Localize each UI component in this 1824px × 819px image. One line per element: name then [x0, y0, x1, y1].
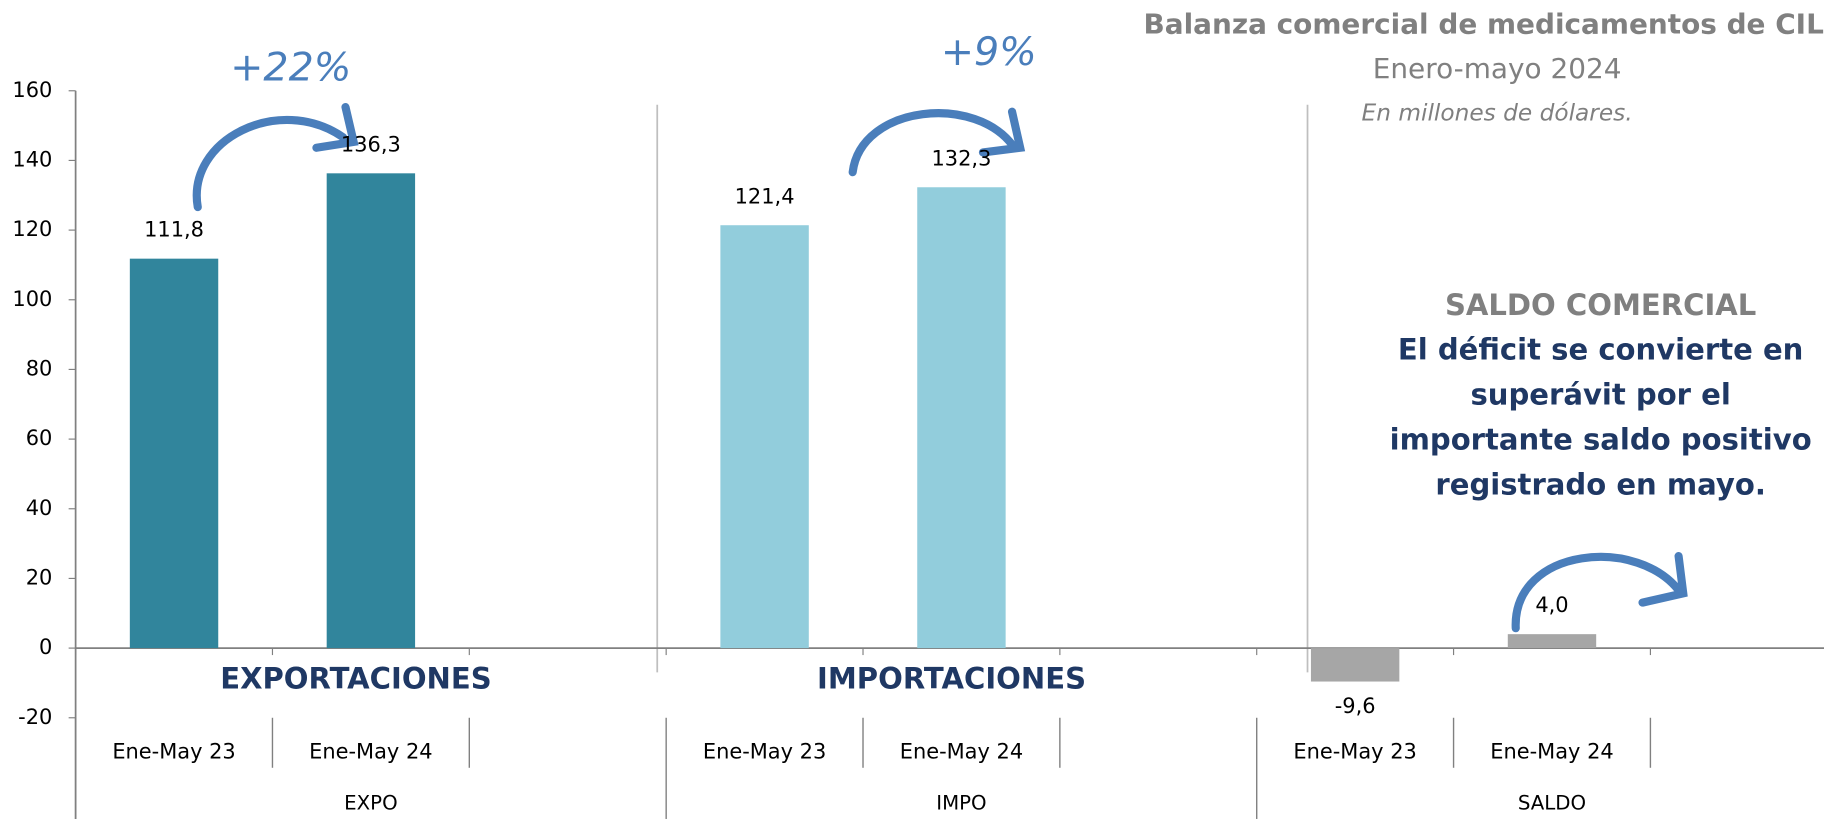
y-tick-label: 20 — [26, 565, 53, 589]
y-tick-label: 40 — [26, 496, 53, 520]
y-tick-label: 60 — [26, 426, 53, 450]
change-label: +22% — [230, 44, 351, 90]
arrows — [192, 102, 1688, 633]
saldo-text: El déficit se convierte en — [1398, 332, 1804, 366]
x-tick-label: Ene-May 24 — [900, 740, 1023, 764]
saldo-text: superávit por el — [1470, 377, 1730, 411]
arrow-head — [1638, 552, 1688, 607]
bar — [720, 225, 809, 649]
y-tick-label: -20 — [18, 705, 52, 729]
section-label: IMPORTACIONES — [817, 662, 1086, 696]
y-tick-label: 140 — [12, 147, 52, 171]
chart-subtitle: Enero-mayo 2024 — [1373, 52, 1622, 85]
bar — [917, 187, 1006, 649]
value-label: 121,4 — [735, 184, 795, 208]
saldo-text: importante saldo positivo — [1390, 422, 1812, 456]
value-label: 111,8 — [144, 218, 204, 242]
arrow-head — [312, 102, 359, 152]
group-label: IMPO — [936, 791, 986, 814]
saldo-text: registrado en mayo. — [1435, 467, 1765, 501]
unit-note: En millones de dólares. — [1362, 100, 1633, 127]
bar — [1310, 648, 1400, 682]
group-label: SALDO — [1518, 791, 1586, 814]
y-tick-label: 80 — [26, 356, 53, 380]
x-tick-label: Ene-May 24 — [1490, 740, 1613, 764]
x-tick-label: Ene-May 23 — [703, 740, 826, 764]
value-label: 136,3 — [341, 132, 401, 156]
y-tick-label: 100 — [12, 287, 52, 311]
arrow — [1511, 552, 1685, 633]
x-tick-label: Ene-May 23 — [1293, 740, 1416, 764]
chart-title: Balanza comercial de medicamentos de CIL… — [1143, 8, 1824, 41]
group-label: EXPO — [344, 791, 398, 814]
y-tick-label: 0 — [39, 635, 52, 659]
x-tick-label: Ene-May 23 — [112, 740, 235, 764]
y-tick-label: 160 — [12, 78, 52, 102]
section-label: EXPORTACIONES — [220, 662, 491, 696]
x-tick-label: Ene-May 24 — [309, 740, 432, 764]
separators — [656, 104, 1309, 673]
value-label: 132,3 — [931, 146, 991, 170]
value-label: 4,0 — [1535, 593, 1568, 617]
y-tick-label: 120 — [12, 217, 52, 241]
bar — [326, 173, 416, 649]
arrow-head — [978, 107, 1026, 157]
arrow — [192, 115, 348, 212]
bar — [1507, 634, 1597, 649]
change-label: +9% — [941, 29, 1037, 75]
bar — [129, 258, 219, 649]
saldo-heading: SALDO COMERCIAL — [1445, 288, 1756, 322]
value-label: -9,6 — [1335, 694, 1376, 718]
arrow — [848, 109, 1019, 177]
